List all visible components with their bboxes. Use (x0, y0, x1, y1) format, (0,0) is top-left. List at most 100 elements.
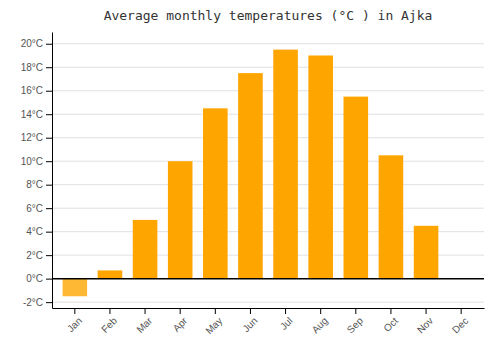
tick-mark (74, 308, 75, 314)
tick: Oct (381, 308, 400, 334)
tick-mark (145, 308, 146, 314)
grid-line (52, 302, 484, 303)
x-axis: Jan Feb Mar Apr May Jun Jul Aug Sep Oct Nov Dec (53, 308, 485, 336)
tick-label: 2°C (26, 250, 43, 261)
tick-label: Jul (278, 315, 295, 332)
tick: Jul (278, 308, 295, 332)
tick-label: -2°C (23, 297, 43, 308)
bar (414, 226, 439, 279)
title: Average monthly temperatures (°C ) in Aj… (104, 8, 433, 23)
grid-line (52, 114, 484, 115)
tick-mark (46, 44, 52, 45)
tick: 0°C (26, 273, 52, 284)
bar (98, 270, 123, 278)
tick-mark (46, 255, 52, 256)
tick-mark (46, 67, 52, 68)
tick-label: Feb (99, 315, 119, 335)
zero-line (52, 278, 484, 280)
tick-label: Jun (240, 315, 259, 334)
grid (52, 44, 484, 302)
bar (168, 161, 193, 278)
bar (344, 97, 369, 279)
tick-label: 0°C (26, 273, 43, 284)
y-axis: -2°C 0°C 2°C 4°C 6°C 8°C 10°C 12°C 14°C 16°C 18°C 2… (21, 33, 53, 309)
tick-mark (46, 185, 52, 186)
tick-mark (46, 302, 52, 303)
grid-line (52, 67, 484, 68)
tick-label: Apr (171, 315, 190, 334)
tick: Dec (450, 308, 470, 335)
grid-line (52, 208, 484, 209)
tick: May (203, 308, 224, 336)
tick: Apr (171, 308, 190, 334)
tick-mark (46, 232, 52, 233)
tick-mark (46, 208, 52, 209)
tick-label: 18°C (21, 62, 43, 73)
tick-mark (320, 308, 321, 314)
tick-mark (180, 308, 181, 314)
tick-mark (250, 308, 251, 314)
axis-line (53, 308, 485, 309)
tick-label: Nov (415, 315, 435, 335)
tick: 4°C (26, 226, 52, 237)
tick-mark (46, 138, 52, 139)
tick-label: 4°C (26, 226, 43, 237)
bar (379, 155, 404, 278)
tick: 8°C (26, 179, 52, 190)
tick-label: 20°C (21, 38, 43, 49)
tick: 16°C (21, 85, 52, 96)
tick-mark (46, 114, 52, 115)
tick: 18°C (21, 62, 52, 73)
tick: Feb (99, 308, 119, 335)
grid-line (52, 184, 484, 185)
plot: -2°C 0°C 2°C 4°C 6°C 8°C 10°C 12°C 14°C 16°C 18°C 2… (21, 33, 485, 337)
tick-mark (355, 308, 356, 314)
tick-label: Jan (65, 315, 84, 334)
tick: -2°C (23, 297, 52, 308)
tick-label: 8°C (26, 179, 43, 190)
grid-line (52, 161, 484, 162)
tick: Sep (345, 308, 366, 335)
bars (52, 50, 484, 297)
bar (273, 50, 298, 279)
tick: 2°C (26, 250, 52, 261)
tick: 20°C (21, 38, 52, 49)
tick-label: Mar (134, 315, 154, 335)
tick-label: 10°C (21, 156, 43, 167)
grid-line (52, 90, 484, 91)
tick-label: Sep (345, 315, 366, 336)
tick: 6°C (26, 203, 52, 214)
tick-label: 16°C (21, 85, 43, 96)
tick-mark (426, 308, 427, 314)
bar (238, 73, 263, 279)
tick-label: Dec (450, 315, 470, 335)
tick-mark (46, 279, 52, 280)
tick-label: Oct (381, 315, 400, 334)
tick-label: 6°C (26, 203, 43, 214)
bar (133, 220, 158, 279)
tick-label: May (203, 315, 224, 336)
tick: 12°C (21, 132, 52, 143)
tick: 10°C (21, 156, 52, 167)
tick-mark (390, 308, 391, 314)
tick-mark (46, 91, 52, 92)
grid-line (52, 278, 484, 279)
tick-mark (215, 308, 216, 314)
grid-line (52, 43, 484, 44)
tick: Aug (310, 308, 330, 335)
tick-mark (461, 308, 462, 314)
axis-line (52, 33, 53, 309)
tick-mark (46, 161, 52, 162)
tick: 14°C (21, 109, 52, 120)
tick-mark (109, 308, 110, 314)
tick: Mar (134, 308, 154, 335)
tick-label: Aug (310, 315, 330, 335)
chart: Average monthly temperatures (°C ) in Aj… (0, 0, 500, 350)
grid-line (52, 137, 484, 138)
tick-mark (285, 308, 286, 314)
bar (203, 108, 228, 278)
tick-label: 14°C (21, 109, 43, 120)
tick-label: 12°C (21, 132, 43, 143)
tick: Jan (65, 308, 84, 334)
tick: Jun (240, 308, 259, 334)
